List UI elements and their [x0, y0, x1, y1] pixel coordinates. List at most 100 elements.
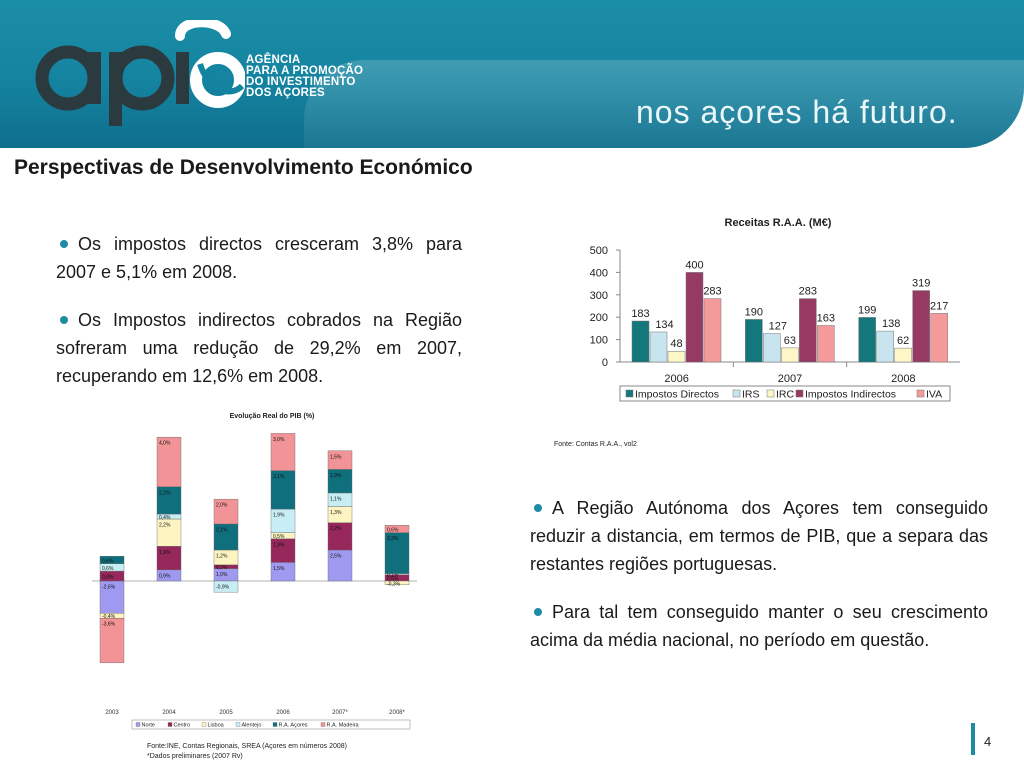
data-label: 319: [912, 278, 930, 290]
receitas-chart: Receitas R.A.A. (M€) 0 100 200 300 400 500 2006…: [590, 217, 960, 402]
legend-label: IRS: [742, 389, 760, 401]
segment-label: 0,5%: [273, 534, 285, 540]
data-label: 63: [784, 335, 796, 347]
stack-segment: [213, 580, 239, 593]
legend-swatch: [235, 722, 241, 727]
legend-label: IRC: [776, 389, 795, 401]
segment-label: 0,6%: [102, 558, 114, 564]
stack-segment: [213, 498, 239, 525]
banner-sheen: [304, 60, 1024, 148]
data-label: 400: [685, 259, 703, 271]
segment-label: 0,3%: [216, 565, 228, 571]
data-label: 48: [670, 338, 682, 350]
segment-label: 2,2%: [330, 526, 342, 532]
segment-label: 2,2%: [159, 490, 171, 496]
stack-segment: [327, 549, 353, 582]
segment-label: 2,0%: [216, 503, 228, 509]
bullet-icon: [534, 503, 542, 512]
segment-label: -3,6%: [102, 622, 116, 628]
stack-segment: [156, 486, 182, 515]
x-tick-label: 2004: [162, 710, 176, 716]
footer-bar: [971, 723, 975, 755]
bar: [685, 272, 704, 363]
apia-logo: [35, 20, 245, 126]
bar: [763, 333, 781, 363]
bar: [912, 290, 930, 363]
stack-segment: [213, 523, 239, 551]
segment-label: 1,9%: [330, 473, 342, 479]
segment-label: 0,9%: [159, 573, 171, 579]
legend-swatch: [135, 722, 141, 727]
bar: [781, 347, 799, 363]
legend-label: R.A. Madeira: [327, 723, 360, 729]
bullet-item: Os impostos directos cresceram 3,8% para…: [56, 230, 462, 286]
stack-segment: [384, 524, 410, 533]
legend-swatch: [916, 389, 925, 398]
x-tick-label: 2006: [664, 373, 688, 385]
stack-segment: [327, 522, 353, 551]
legend-swatch: [795, 389, 804, 398]
x-tick-label: 2005: [219, 710, 233, 716]
segment-label: 0,1%: [387, 573, 399, 579]
data-label: 127: [769, 321, 787, 333]
segment-label: 0,5%: [387, 576, 399, 582]
legend-label: IVA: [926, 389, 942, 401]
legend-label: Norte: [142, 723, 155, 729]
data-label: 283: [703, 286, 721, 298]
y-tick-label: 100: [590, 335, 608, 347]
bullet-item: Os Impostos indirectos cobrados na Regiã…: [56, 306, 462, 390]
stack-segment: [99, 617, 125, 664]
segment-label: 0,6%: [102, 566, 114, 572]
y-tick-label: 200: [590, 312, 608, 324]
segment-label: 1,9%: [159, 550, 171, 556]
segment-label: -0,3%: [387, 581, 401, 587]
legend-swatch: [320, 722, 326, 727]
legend-swatch: [167, 722, 173, 727]
y-tick-label: 500: [590, 245, 608, 257]
pib-chart: Evolução Real do PIB (%) -2,6% 0,8% -0,4% 0,…: [92, 413, 417, 730]
agency-line: AGÊNCIA: [246, 54, 301, 66]
data-label: 199: [858, 304, 876, 316]
segment-label: 1,0%: [216, 572, 228, 578]
pib-source-line-1: Fonte:INE, Contas Regionais, SREA (Açore…: [147, 743, 347, 750]
stack-segment: [270, 470, 296, 510]
legend-label: Alentejo: [242, 723, 262, 729]
legend-swatch: [272, 722, 278, 727]
bar: [930, 313, 948, 363]
bar: [858, 317, 876, 363]
bullet-text: Os Impostos indirectos cobrados na Regiã…: [56, 310, 462, 386]
legend-swatch: [625, 389, 634, 398]
segment-label: 0,4%: [159, 515, 171, 521]
segment-label: 3,0%: [273, 437, 285, 443]
bullet-text: Os impostos directos cresceram 3,8% para…: [56, 234, 462, 282]
bar: [667, 350, 686, 363]
legend-swatch: [732, 389, 741, 398]
agency-line: PARA A PROMOÇÃO: [246, 65, 364, 77]
segment-label: 4,0%: [159, 441, 171, 447]
y-tick-label: 300: [590, 290, 608, 302]
header-banner: AGÊNCIA PARA A PROMOÇÃO DO INVESTIMENTO …: [0, 0, 1024, 148]
x-tick-label: 2006: [276, 710, 290, 716]
legend-label: Impostos Directos: [635, 389, 719, 401]
stack-segment: [270, 433, 296, 471]
bullet-text: A Região Autónoma dos Açores tem consegu…: [530, 498, 988, 574]
right-bullet-list: A Região Autónoma dos Açores tem consegu…: [530, 494, 988, 674]
y-tick-label: 0: [602, 357, 608, 369]
segment-label: 2,1%: [216, 527, 228, 533]
bar: [799, 298, 817, 363]
pib-source-line-2: *Dados preliminares (2007 Rv): [147, 753, 243, 760]
x-tick-label: 2007*: [332, 710, 348, 716]
legend-box: [619, 385, 951, 402]
segment-label: 1,9%: [273, 513, 285, 519]
data-label: 283: [799, 286, 817, 298]
segment-label: 2,2%: [159, 523, 171, 529]
segment-label: 3,3%: [387, 536, 399, 542]
left-bullet-list: Os impostos directos cresceram 3,8% para…: [56, 230, 462, 410]
legend-label: R.A. Açores: [279, 723, 308, 729]
legend-swatch: [201, 722, 207, 727]
page-number: 4: [984, 734, 992, 749]
bar: [703, 298, 722, 363]
legend-label: Lisboa: [208, 723, 225, 729]
y-tick-label: 400: [590, 267, 608, 279]
bar: [894, 347, 912, 363]
